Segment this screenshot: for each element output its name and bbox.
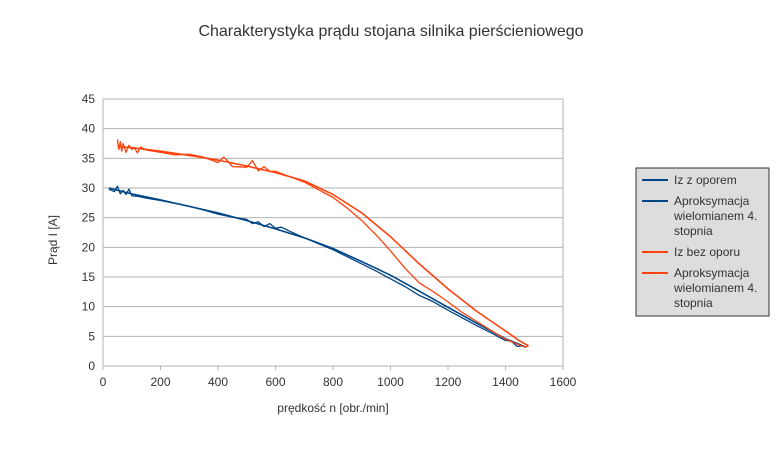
legend-label: Aproksymacja wielomianem 4. stopnia — [673, 194, 757, 238]
y-tick-label: 25 — [82, 211, 96, 225]
x-tick-labels: 0 200 400 600 800 1000 1200 1400 1600 — [100, 366, 577, 389]
x-tick-label: 1400 — [492, 375, 519, 389]
plot-area — [108, 139, 529, 349]
y-tick-label: 20 — [82, 240, 96, 254]
legend: Iz z oporem Aproksymacja wielomianem 4. sto… — [635, 167, 770, 317]
x-tick-label: 1000 — [377, 375, 404, 389]
series-line-4 — [117, 145, 529, 347]
x-axis-title: prędkość n [obr./min] — [277, 401, 388, 415]
grid-lines — [102, 98, 564, 367]
x-tick-label: 800 — [323, 375, 343, 389]
legend-label: Iz bez oporu — [674, 245, 740, 259]
y-tick-label: 15 — [82, 270, 96, 284]
x-tick-label: 600 — [265, 375, 285, 389]
y-tick-label: 10 — [82, 300, 96, 314]
y-tick-label: 35 — [82, 151, 96, 165]
y-tick-label: 0 — [88, 359, 95, 373]
x-tick-label: 200 — [150, 375, 170, 389]
y-tick-labels: 0 5 10 15 20 25 30 35 40 45 — [82, 92, 96, 373]
y-axis-title: Prąd I [A] — [46, 215, 60, 265]
series-line-2 — [108, 187, 526, 348]
chart-title: Charakterystyka prądu stojana silnika pi… — [198, 23, 583, 40]
y-tick-label: 40 — [82, 122, 96, 136]
x-tick-label: 1200 — [435, 375, 462, 389]
series-line-3 — [116, 139, 529, 348]
legend-label: Aproksymacja wielomianem 4. stopnia — [673, 266, 757, 310]
y-tick-label: 5 — [88, 329, 95, 343]
x-tick-label: 400 — [208, 375, 228, 389]
series-line-1 — [108, 185, 526, 349]
legend-label: Iz z oporem — [674, 173, 737, 187]
x-tick-label: 1600 — [550, 375, 577, 389]
legend-box — [635, 167, 770, 317]
y-tick-label: 45 — [82, 92, 96, 106]
y-tick-label: 30 — [82, 181, 96, 195]
x-tick-label: 0 — [100, 375, 107, 389]
